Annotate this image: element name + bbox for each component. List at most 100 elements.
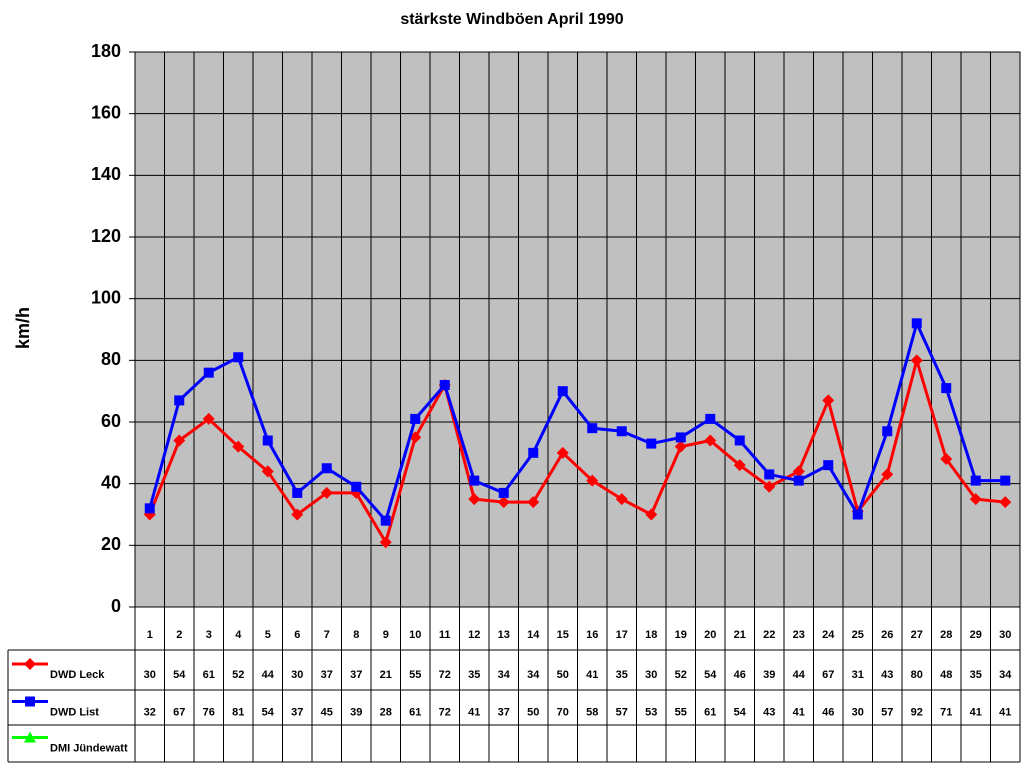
x-tick-label: 21 bbox=[734, 629, 746, 641]
x-tick-label: 7 bbox=[324, 629, 330, 641]
marker bbox=[380, 515, 391, 526]
table-value: 80 bbox=[911, 669, 923, 681]
x-tick-label: 4 bbox=[235, 629, 242, 641]
y-tick-label: 160 bbox=[91, 102, 121, 122]
table-value: 45 bbox=[321, 706, 333, 718]
marker bbox=[734, 435, 745, 446]
table-value: 55 bbox=[675, 706, 687, 718]
table-value: 58 bbox=[586, 706, 598, 718]
table-value: 57 bbox=[881, 706, 893, 718]
marker bbox=[881, 468, 894, 481]
marker bbox=[674, 440, 687, 453]
x-tick-label: 1 bbox=[147, 629, 153, 641]
x-tick-label: 24 bbox=[822, 629, 835, 641]
x-tick-label: 12 bbox=[468, 629, 480, 641]
table-value: 50 bbox=[527, 706, 539, 718]
x-tick-label: 18 bbox=[645, 629, 657, 641]
table-value: 46 bbox=[822, 706, 834, 718]
table-value: 28 bbox=[380, 706, 392, 718]
marker bbox=[232, 440, 245, 453]
table-value: 67 bbox=[822, 669, 834, 681]
marker bbox=[970, 475, 981, 486]
marker bbox=[646, 438, 657, 449]
y-tick-label: 0 bbox=[111, 596, 121, 616]
table-value: 55 bbox=[409, 669, 421, 681]
x-tick-label: 29 bbox=[970, 629, 982, 641]
marker bbox=[202, 412, 215, 425]
table-value: 92 bbox=[911, 706, 923, 718]
marker bbox=[468, 493, 481, 506]
x-tick-label: 2 bbox=[176, 629, 182, 641]
table-value: 71 bbox=[940, 706, 952, 718]
x-tick-label: 27 bbox=[911, 629, 923, 641]
marker bbox=[675, 432, 686, 443]
marker bbox=[793, 475, 804, 486]
x-tick-label: 23 bbox=[793, 629, 805, 641]
marker bbox=[528, 447, 539, 458]
table-value: 46 bbox=[734, 669, 746, 681]
table-value: 54 bbox=[173, 669, 186, 681]
marker bbox=[262, 435, 273, 446]
table-value: 37 bbox=[498, 706, 510, 718]
legend-label: DMI Jündewatt bbox=[50, 742, 128, 754]
marker bbox=[910, 354, 923, 367]
table-value: 54 bbox=[734, 706, 747, 718]
table-value: 61 bbox=[409, 706, 421, 718]
y-tick-label: 40 bbox=[101, 472, 121, 492]
table-value: 41 bbox=[970, 706, 982, 718]
marker bbox=[379, 536, 392, 549]
table-value: 48 bbox=[940, 669, 952, 681]
chart-title: stärkste Windböen April 1990 bbox=[400, 11, 623, 28]
legend-label: DWD List bbox=[50, 706, 99, 718]
marker bbox=[351, 481, 362, 492]
table-value: 44 bbox=[262, 669, 275, 681]
x-tick-label: 14 bbox=[527, 629, 540, 641]
marker bbox=[439, 380, 450, 390]
x-tick-label: 15 bbox=[557, 629, 569, 641]
table-value: 61 bbox=[203, 669, 215, 681]
y-tick-label: 20 bbox=[101, 534, 121, 554]
table-value: 50 bbox=[557, 669, 569, 681]
table-value: 37 bbox=[291, 706, 303, 718]
table-value: 67 bbox=[173, 706, 185, 718]
marker bbox=[822, 394, 835, 407]
table-value: 35 bbox=[616, 669, 628, 681]
table-value: 30 bbox=[144, 669, 156, 681]
marker bbox=[497, 496, 510, 509]
marker bbox=[556, 446, 569, 459]
x-tick-label: 5 bbox=[265, 629, 271, 641]
marker bbox=[410, 413, 421, 424]
marker bbox=[615, 493, 628, 506]
table-value: 41 bbox=[468, 706, 480, 718]
table-value: 31 bbox=[852, 669, 864, 681]
table-value: 41 bbox=[999, 706, 1011, 718]
y-tick-label: 80 bbox=[101, 349, 121, 369]
y-tick-label: 120 bbox=[91, 226, 121, 246]
marker bbox=[498, 487, 509, 498]
marker bbox=[733, 459, 746, 472]
marker bbox=[174, 395, 185, 406]
table-value: 72 bbox=[439, 706, 451, 718]
marker bbox=[823, 460, 834, 471]
marker bbox=[616, 426, 627, 437]
marker bbox=[705, 413, 716, 424]
x-tick-label: 25 bbox=[852, 629, 864, 641]
table-value: 61 bbox=[704, 706, 716, 718]
table-value: 43 bbox=[881, 669, 893, 681]
table-value: 52 bbox=[675, 669, 687, 681]
x-tick-label: 22 bbox=[763, 629, 775, 641]
marker bbox=[586, 474, 599, 487]
marker bbox=[763, 480, 776, 493]
table-value: 37 bbox=[350, 669, 362, 681]
table-value: 30 bbox=[291, 669, 303, 681]
table-value: 30 bbox=[852, 706, 864, 718]
marker bbox=[173, 434, 186, 447]
x-tick-label: 28 bbox=[940, 629, 952, 641]
x-tick-label: 13 bbox=[498, 629, 510, 641]
marker bbox=[792, 465, 805, 478]
table-value: 35 bbox=[468, 669, 480, 681]
y-tick-label: 60 bbox=[101, 411, 121, 431]
series-line bbox=[148, 318, 1006, 524]
marker bbox=[261, 465, 274, 478]
